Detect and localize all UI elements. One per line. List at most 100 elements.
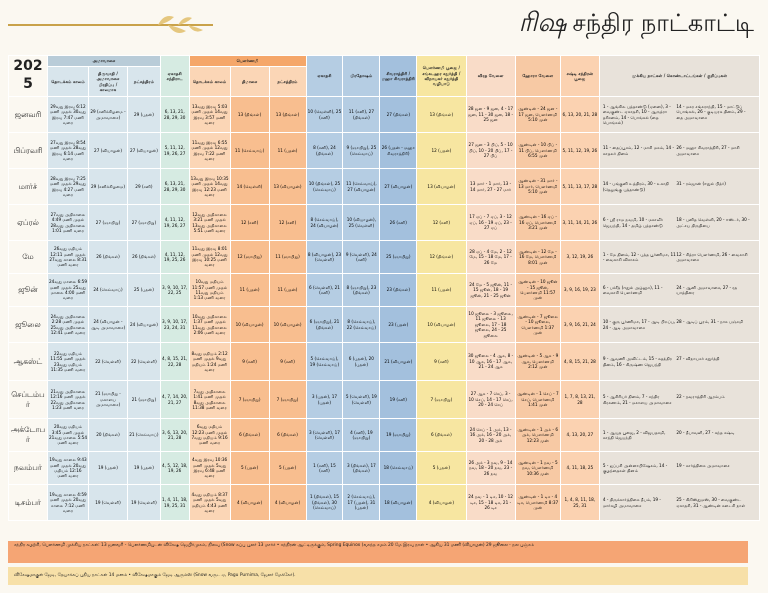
notes-column: 1 - மே தினம், 12 - புத்த பூர்ணிமா, 11 - … [602, 251, 676, 262]
ekadasi: 6 (வெள்ளி), 21 (சனி) [305, 273, 344, 307]
sivaratri: 25 (ஞாயிறு) [379, 240, 418, 274]
pournami-date: 6 (திங்கள்) [229, 418, 270, 452]
pournami-start: 11வது இரவு 8:01 மணி முதல் 12வது இரவு 10:… [188, 240, 231, 274]
notes-cell: 14 - பங்குனி உத்திரம், 30 - உகாதி (தெலுங… [598, 168, 761, 205]
pournami-nakshatra: 5 (புதன்) [268, 451, 307, 485]
notes-cell: 10 - குரு பூர்ணிமா, 17 - ஆடி பிறப்பு, 24… [598, 306, 761, 343]
pournami-start: 10வது அதிகாலை 1:37 மணி முதல் 11வது அதிகா… [188, 306, 231, 343]
hora: ஆண்டின் - 5 ஆக - 9 ஆக, பௌர்ணமி 2:12 முன் [514, 342, 561, 381]
amavasai-start: 27வது அதிகாலை 4:49 மணி முதல் 28வது அதிகா… [46, 204, 90, 241]
viratham: 24 மே - 5 ஜூன், 11 - 15 ஜூன், 18 - 19 ஜூ… [465, 273, 516, 307]
viratham: 24 செப் - 1 அக், 13 - 16 அக், 16 - 20 அக… [465, 418, 516, 452]
table-row: மார்ச் 28வது இரவு 7:25 மணி முதல் 29வது இர… [8, 168, 761, 205]
ekadasi: 8 (சனி), 24 (திங்கள்) [305, 132, 344, 169]
amavasai-nakshatra: 27 (வியாழன்) [127, 132, 161, 169]
pradosham: 8 (ஞாயிறு), 23 (திங்கள்) [342, 273, 381, 307]
sivaratri: 23 (புதன்) [379, 306, 418, 343]
sashti: 4, 8, 15, 21, 28 [559, 342, 600, 381]
viratham: 30 ஜூலை - 4 ஆக, 8 - 10 ஆக, 16 - 17 ஆக, 2… [465, 342, 516, 381]
sashti: 1, 4, 8, 11, 18, 25, 31 [559, 484, 600, 521]
lunar-calendar-table: 2025 அமாவாசை ஏகாதசி சந்திராட பௌர்ணமி ஏகா… [8, 55, 761, 521]
amavasai-nakshatra: 24 (வியாழன்) [127, 306, 161, 343]
rasi-days: 4, 11, 12, 19, 26, 27 [159, 204, 190, 241]
notes-column: 6 - ஸ்ரீ ராம நவமி, 10 - மகாவீர் ஜெயந்தி,… [602, 217, 663, 228]
hdr-notes: முக்கிய நாட்கள் / கொண்டாட்டங்கள் / குறிப… [598, 55, 761, 97]
viratham: 27 ஆக - 7 செப், 3 - 10 செப், 14 - 17 செப… [465, 380, 516, 419]
sashti: 3, 11, 14, 21, 26 [559, 204, 600, 241]
rasi-days: 3, 6, 13, 20, 21, 28 [159, 418, 190, 452]
notes-column: 5 - ஐப்பசி அன்னாபிஷேகம், 14 - குழந்தைகள்… [602, 462, 668, 473]
notes-column: 14 - மகர சங்கராந்தி, 15 - மாட்டுப் பொங்க… [676, 103, 746, 120]
viratham: 28 ஏப் - 4 மே, 2 - 12 மே, 15 - 18 மே, 17… [465, 240, 516, 274]
month-name: ஆகஸ்ட் [8, 342, 48, 381]
hora: ஆண்டின் - 10 பிப் - 11 பிப், பௌர்ணமி 6:5… [514, 132, 561, 169]
pradosham: 10 (வியாழன்), 25 (வெள்ளி) [342, 204, 381, 241]
sivaratri: 18 (செவ்வாய்) [379, 451, 418, 485]
ekadasi: 10 (திங்கள்), 25 (செவ்வாய்) [305, 168, 344, 205]
decorative-branch-ornament [8, 16, 213, 33]
amavasai-date: 27 (வியாழன்) [88, 132, 128, 169]
amavasai-start: 29வது இரவு 6:12 மணி முதல் 30வது இரவு 7:4… [46, 96, 90, 133]
amavasai-date: 27 (ஞாயிறு) [88, 204, 128, 241]
hdr-nakshatra: நட்சத்திரம் [127, 66, 161, 97]
amavasai-date: 22 (வெள்ளி) [88, 342, 128, 381]
pournami-start: 4வது இரவு 10:36 மணி முதல் 5வது இரவு 6:48… [188, 451, 231, 485]
sivaratri: 26 (புதன் - மஹா சிவராத்திரி) [379, 132, 418, 169]
notes-cell: 4 - திருக்கார்த்திகை தீபம், 19 - மார்கழி… [598, 484, 761, 521]
amavasai-nakshatra: 21 (செவ்வாய்) [127, 418, 161, 452]
hdr-tithi: திருவாதி / அமாவாசை பிரதிப்பு / காலமாக [88, 66, 128, 97]
pournami-nakshatra: 11 (ஞாயிறு) [268, 240, 307, 274]
notes-column: 9 - ஆவணி அவிட்டம், 15 - சுதந்திர தினம், … [602, 356, 672, 367]
hdr-pradosham: பிரதோஷம் [342, 55, 381, 97]
amavasai-nakshatra: 29 (புதன்) [127, 96, 161, 133]
notes-column: 31 - ரம்ஜான் (ஈதுல் பித்ர்) [676, 181, 726, 187]
pooja: 4 (வியாழன்) [416, 484, 467, 521]
hdr-sivaratri: சிவராத்திரி / மஹா சிவராத்திரி [379, 55, 418, 97]
notes-cell: 1 - ஆயுத பூஜை, 2 - விஜயதசமி, காந்தி ஜெயந… [598, 418, 761, 452]
pournami-nakshatra: 10 (வியாழன்) [268, 306, 307, 343]
pournami-date: 5 (புதன்) [229, 451, 270, 485]
pradosham: 2 (செவ்வாய்), 17 (புதன்), 31 (புதன்) [342, 484, 381, 521]
page-title: ரிஷ சந்திர நாட்காட்டி [519, 8, 754, 41]
sivaratri: 27 (திங்கள்) [379, 96, 418, 133]
pournami-date: 7 (ஞாயிறு) [229, 380, 270, 419]
pooja: 13 (வியாழன்) [416, 168, 467, 205]
pooja: 12 (சனி) [416, 204, 467, 241]
pooja: 9 (சனி) [416, 342, 467, 381]
hdr-p-nak: நட்சத்திரம் [268, 66, 307, 97]
viratham: 26 அக் - 3 நவ, 9 - 14 நவ, 18 - 20 நவ, 23… [465, 451, 516, 485]
hdr-rasi: ஏகாதசி சந்திராட [159, 55, 190, 97]
hora: ஆண்டின் - 10 ஜூன் - 15 ஜூன், பௌர்ணமி 11:… [514, 273, 561, 307]
pournami-start: 13வது இரவு 5:03 மணி முதல் 14வது இரவு 3:5… [188, 96, 231, 133]
sivaratri: 18 (வியாழன்) [379, 484, 418, 521]
pooja: 11 (புதன்) [416, 273, 467, 307]
pooja: 5 (புதன்) [416, 451, 467, 485]
notes-column: 5 - ஆசிரியர் தினம், 7 - சந்திர கிரகணம், … [602, 394, 672, 405]
pradosham: 5 (வெள்ளி), 19 (வெள்ளி) [342, 380, 381, 419]
hdr-start: தொடக்கம் காலம் [46, 66, 90, 97]
notes-cell: 5 - ஆசிரியர் தினம், 7 - சந்திர கிரகணம், … [598, 380, 761, 419]
rasi-days: 4, 5, 12, 18, 19, 26 [159, 451, 190, 485]
pournami-nakshatra: 13 (திங்கள்) [268, 96, 307, 133]
notes-cell: 1 - ஆங்கில புத்தாண்டு (ஏனை), 3 - வைகுண்ட… [598, 96, 761, 133]
sashti: 3, 9, 16, 19, 23 [559, 273, 600, 307]
hora: ஆண்டின் - 24 ஜன - 17 ஜன, பௌர்ணமி 5:10 மு… [514, 96, 561, 133]
ekadasi: 1 (சனி), 15 (சனி) [305, 451, 344, 485]
sashti: 4, 11, 18, 25 [559, 451, 600, 485]
pournami-nakshatra: 11 (புதன்) [268, 273, 307, 307]
amavasai-date: 24 (செவ்வாய்) [88, 273, 128, 307]
rasi-days: 6, 13, 21, 28, 29, 30 [159, 168, 190, 205]
hora: ஆண்டின் - 1 செப் - 7 செப், பௌர்ணமி 1:41 … [514, 380, 561, 419]
pooja: 13 (திங்கள்) [416, 96, 467, 133]
hora: ஆண்டின் - 12 மே - 16 மே, பௌர்ணமி 8:01 மு… [514, 240, 561, 274]
amavasai-start: 21வது அதிகாலை 12:16 மணி முதல் 22வது அதிக… [46, 380, 90, 419]
pradosham: 6 (புதன்), 20 (புதன்) [342, 342, 381, 381]
pournami-nakshatra: 6 (திங்கள்) [268, 418, 307, 452]
notes-cell: 6 - ஸ்ரீ ராம நவமி, 10 - மகாவீர் ஜெயந்தி,… [598, 204, 761, 241]
rasi-days: 6, 13, 21, 28, 29, 30 [159, 96, 190, 133]
sivaratri: 19 (சனி) [379, 380, 418, 419]
pournami-date: 12 (ஞாயிறு) [229, 240, 270, 274]
brand-logo: ரிஷ [518, 8, 567, 38]
table-row: ஜனவரி 29வது இரவு 6:12 மணி முதல் 30வது இரவ… [8, 96, 761, 133]
table-row: நவம்பர் 19வது காலை 9:43 மணி முதல் 20வது ம… [8, 451, 761, 485]
